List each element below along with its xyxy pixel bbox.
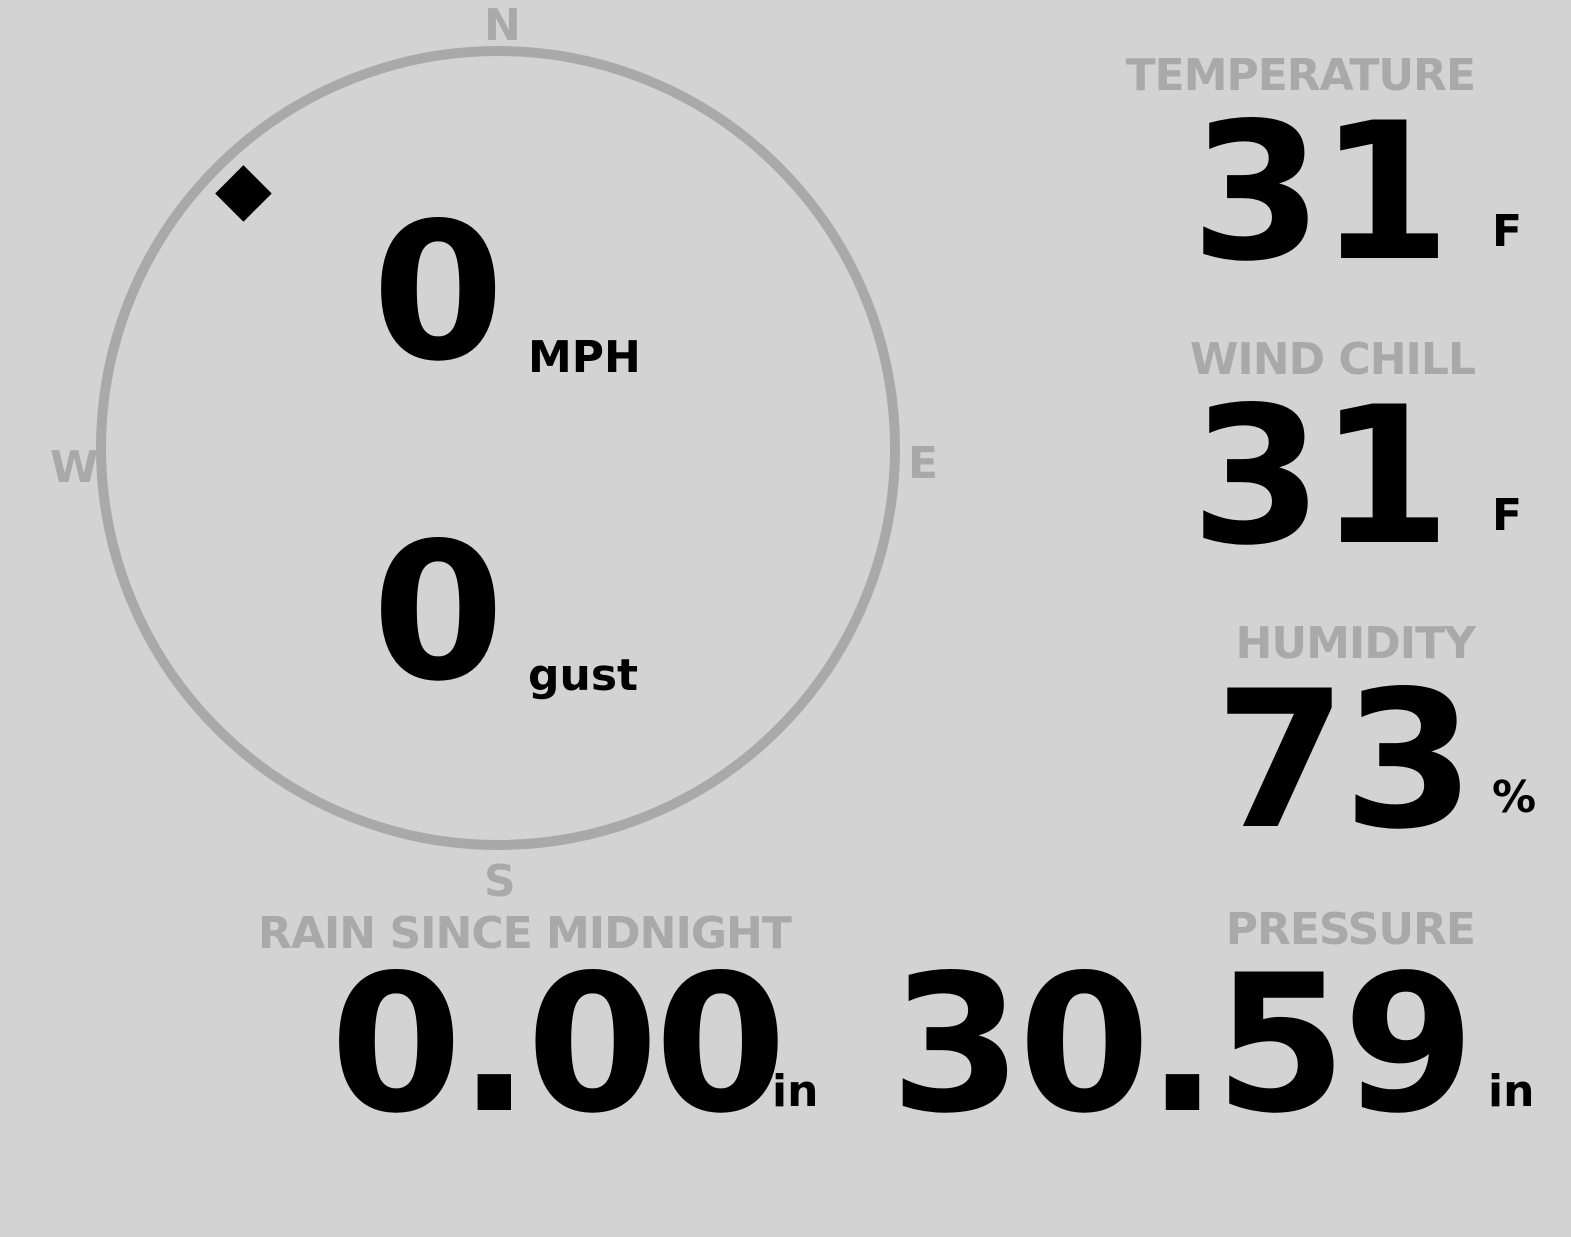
humidity-label: HUMIDITY bbox=[1235, 618, 1476, 669]
humidity-unit: % bbox=[1492, 772, 1537, 823]
temperature-unit: F bbox=[1492, 206, 1523, 257]
pressure-label: PRESSURE bbox=[1225, 904, 1476, 955]
humidity-value: 73 bbox=[1214, 650, 1475, 871]
wind-chill-unit: F bbox=[1492, 490, 1523, 541]
wind-speed-value: 0 bbox=[372, 182, 504, 403]
rain-label: RAIN SINCE MIDNIGHT bbox=[258, 908, 792, 959]
wind-chill-value: 31 bbox=[1190, 366, 1451, 587]
compass-north: N bbox=[484, 0, 521, 51]
temperature-label: TEMPERATURE bbox=[1125, 50, 1476, 101]
pressure-value: 30.59 bbox=[890, 934, 1475, 1155]
pressure-unit: in bbox=[1488, 1066, 1535, 1117]
temperature-value: 31 bbox=[1190, 82, 1451, 303]
compass-ring bbox=[96, 46, 900, 850]
wind-direction-indicator bbox=[215, 165, 272, 222]
compass-south: S bbox=[484, 856, 516, 907]
rain-value: 0.00 bbox=[330, 934, 787, 1155]
wind-gust-label: gust bbox=[528, 650, 639, 701]
wind-gust-value: 0 bbox=[372, 502, 504, 723]
rain-unit: in bbox=[772, 1066, 819, 1117]
wind-chill-label: WIND CHILL bbox=[1189, 334, 1476, 385]
wind-speed-unit: MPH bbox=[528, 332, 641, 383]
compass-west: W bbox=[50, 442, 99, 493]
compass-east: E bbox=[908, 438, 939, 489]
